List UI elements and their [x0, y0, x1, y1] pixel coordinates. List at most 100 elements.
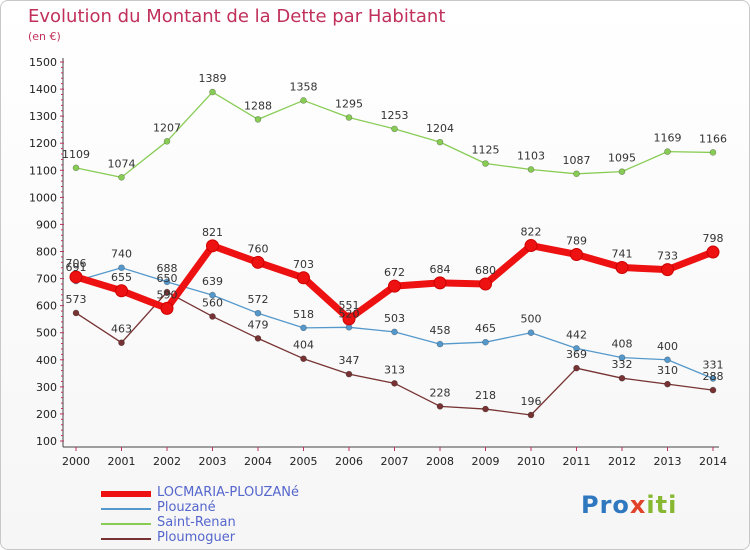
data-label: 404 [293, 339, 314, 352]
data-point [524, 239, 538, 253]
y-tick-label: 300 [36, 381, 57, 394]
legend-label: Plouzané [157, 500, 216, 515]
data-point [664, 356, 671, 364]
data-point [300, 324, 307, 332]
data-label: 703 [293, 258, 314, 271]
y-tick-label: 800 [36, 246, 57, 259]
data-point [254, 116, 262, 123]
logo-part: x [629, 491, 647, 519]
data-label: 442 [566, 328, 587, 341]
data-point [391, 380, 398, 387]
data-point [254, 309, 262, 317]
data-label: 463 [111, 323, 132, 336]
legend-swatch [101, 538, 151, 540]
data-label: 1389 [199, 72, 227, 85]
data-label: 1103 [517, 149, 545, 162]
data-point [300, 97, 307, 104]
x-tick-label: 2011 [563, 455, 591, 468]
data-point [618, 354, 626, 361]
data-point [300, 355, 307, 363]
data-point [388, 279, 401, 293]
data-point [160, 301, 174, 315]
data-label: 740 [111, 248, 132, 261]
data-point [527, 411, 535, 419]
data-label: 691 [66, 261, 87, 274]
x-tick-label: 2005 [290, 455, 318, 468]
x-tick-label: 2014 [699, 455, 727, 468]
data-label: 706 [66, 257, 87, 270]
proxiti-logo: Proxiti [581, 491, 677, 519]
data-label: 1169 [654, 132, 682, 145]
data-point [618, 374, 626, 382]
data-point [206, 239, 219, 253]
data-point [706, 245, 720, 259]
data-label: 347 [339, 354, 360, 367]
data-label: 1125 [472, 144, 500, 157]
x-tick-label: 2008 [426, 455, 454, 468]
data-label: 520 [339, 307, 360, 320]
x-tick-label: 2000 [62, 455, 90, 468]
y-tick-label: 600 [36, 300, 57, 313]
x-tick-label: 2002 [153, 455, 181, 468]
legend-label: Ploumoguer [157, 530, 236, 545]
y-tick-label: 200 [36, 408, 57, 421]
x-tick-label: 2007 [381, 455, 409, 468]
x-tick-label: 2001 [108, 455, 136, 468]
data-label: 672 [384, 266, 405, 279]
data-label: 1253 [381, 109, 409, 122]
data-point [345, 114, 353, 121]
logo-part: iti [646, 491, 678, 519]
data-label: 741 [612, 247, 633, 260]
data-point [615, 260, 629, 274]
data-point [482, 160, 489, 167]
data-label: 313 [384, 363, 405, 376]
data-point [664, 380, 671, 388]
data-label: 310 [657, 364, 678, 377]
data-point [163, 288, 171, 296]
legend-swatch [101, 523, 151, 525]
y-tick-label: 1300 [29, 110, 57, 123]
data-label: 288 [703, 370, 724, 383]
data-label: 369 [566, 348, 587, 361]
data-point [570, 247, 583, 261]
y-tick-label: 1100 [29, 164, 57, 177]
data-point [118, 339, 125, 347]
data-label: 1295 [335, 97, 363, 110]
data-label: 1358 [290, 80, 318, 93]
x-tick-label: 2012 [608, 455, 636, 468]
data-labels: 1109 1074 1207 1389 1288 1358 1295 1253 1204 1125… [62, 72, 727, 408]
x-tick-label: 2013 [654, 455, 682, 468]
data-point [436, 138, 444, 146]
y-tick-label: 1500 [29, 56, 57, 69]
data-point [118, 264, 125, 272]
data-label: 688 [157, 262, 178, 275]
data-point [391, 125, 398, 133]
data-label: 655 [111, 271, 132, 284]
y-tick-label: 900 [36, 218, 57, 231]
series-layer [69, 88, 720, 419]
data-label: 500 [521, 313, 542, 326]
data-label: 408 [612, 338, 633, 351]
data-point [527, 166, 535, 173]
data-point [115, 284, 128, 298]
y-tick-label: 500 [36, 327, 57, 340]
data-label: 332 [612, 358, 633, 371]
data-label: 551 [339, 299, 360, 312]
data-point [573, 170, 580, 178]
data-label: 1095 [608, 152, 636, 165]
chart-subtitle: (en €) [28, 30, 61, 43]
data-point [709, 149, 717, 156]
data-label: 218 [475, 389, 496, 402]
data-point [251, 255, 265, 269]
y-tick-label: 400 [36, 354, 57, 367]
data-label: 479 [248, 318, 269, 331]
data-label: 821 [202, 226, 223, 239]
data-label: 590 [157, 288, 178, 301]
data-label: 1166 [699, 132, 727, 145]
legend-label: Saint-Renan [157, 515, 236, 530]
data-point [209, 313, 216, 320]
data-label: 733 [657, 250, 678, 263]
data-label: 331 [703, 358, 724, 371]
data-point [163, 278, 171, 286]
